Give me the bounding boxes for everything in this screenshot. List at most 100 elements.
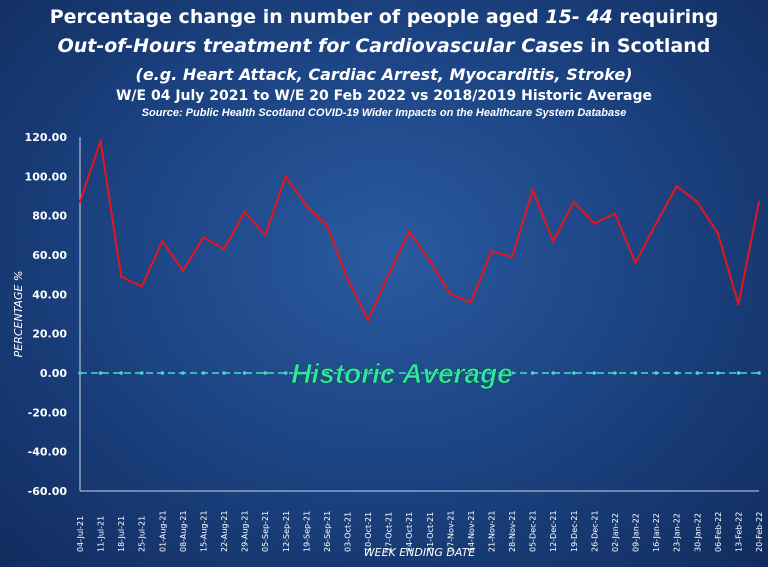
x-tick-label: 26-Sep-21 [323,511,332,552]
y-tick-label: -20.00 [28,406,68,419]
title-location: in Scotland [583,35,711,57]
x-tick-label: 23-Jan-22 [673,513,682,552]
historic-average-point [78,371,82,375]
x-tick-label: 01-Aug-21 [158,510,167,552]
historic-average-point [489,371,494,375]
x-tick-label: 19-Dec-21 [570,510,579,552]
y-axis-title: PERCENTAGE % [12,271,25,358]
historic-average-point [674,371,679,375]
percentage-change-point [325,224,329,227]
historic-average-point [716,371,720,375]
historic-average-point [530,371,535,375]
percentage-change-line [79,140,760,323]
percentage-change-point [716,232,720,235]
percentage-change-point [202,236,205,239]
historic-average-point [345,371,350,375]
percentage-change-point [263,234,267,237]
percentage-change-point [346,277,349,280]
historic-average-point [98,371,103,375]
percentage-change-point [243,210,246,213]
x-tick-label: 12-Dec-21 [549,510,558,552]
y-tick-label: -40.00 [28,446,68,459]
y-tick-label: 80.00 [32,210,67,223]
x-tick-label: 26-Dec-21 [590,510,599,552]
x-tick-label: 30-Jan-22 [693,513,702,552]
x-tick-label: 16-Jan-22 [652,513,661,552]
historic-average-point [119,371,123,375]
historic-average-point [160,371,165,375]
percentage-change-point [696,200,699,204]
x-tick-label: 07-Nov-21 [446,510,455,552]
chart-title-line1: Percentage change in number of people ag… [0,6,768,28]
x-tick-label: 21-Nov-21 [488,510,497,552]
title-age-range: 15- 44 [545,6,613,28]
percentage-change-point [161,240,164,243]
percentage-change-point [490,249,493,253]
historic-average-point [654,371,658,375]
y-tick-label: 40.00 [32,288,67,301]
historic-average-point [366,371,370,375]
historic-average-point [201,371,206,375]
historic-average-point [695,371,700,375]
percentage-change-point [449,293,452,296]
historic-average-point [572,371,576,375]
x-tick-label: 29-Aug-21 [241,510,250,552]
percentage-change-point [634,261,637,265]
percentage-change-point [408,230,411,233]
historic-average-point [757,371,761,375]
title-line1-end: requiring [612,6,719,28]
x-tick-label: 18-Jul-21 [117,516,126,552]
percentage-change-point [99,139,102,143]
x-tick-label: 15-Aug-21 [199,510,208,552]
x-tick-label: 25-Jul-21 [138,516,147,552]
percentage-change-point [552,240,555,243]
percentage-change-point [593,222,596,225]
title-condition: Out-of-Hours treatment for Cardiovascula… [57,35,584,57]
historic-average-point [448,371,453,375]
percentage-change-point [737,302,740,306]
percentage-change-point [305,204,308,208]
historic-average-point [283,371,288,375]
x-tick-label: 31-Oct-21 [426,512,435,552]
historic-average-point [736,371,741,375]
historic-average-point [510,371,514,375]
x-tick-label: 09-Jan-22 [632,513,641,552]
historic-average-point [407,371,412,375]
historic-average-point [427,371,432,375]
percentage-change-point [140,285,143,288]
percentage-change-point [78,200,82,204]
historic-average-point [242,371,247,375]
percentage-change-point [531,188,534,192]
percentage-change-point [613,212,617,215]
chart-source: Source: Public Health Scotland COVID-19 … [141,107,627,119]
x-tick-label: 14-Nov-21 [467,510,476,552]
title-line1-text: Percentage change in number of people ag… [49,6,546,28]
percentage-change-point [119,275,123,278]
percentage-change-point [757,200,761,204]
percentage-change-point [222,247,226,251]
x-tick-label: 17-Oct-21 [385,512,394,552]
x-tick-label: 05-Dec-21 [529,510,538,552]
percentage-change-point [510,255,514,259]
historic-average-point [551,371,556,375]
y-tick-label: 0.00 [40,367,67,380]
x-tick-label: 04-Jul-21 [76,516,85,552]
x-tick-label: 20-Feb-22 [755,512,764,552]
y-tick-label: 120.00 [25,131,68,144]
x-tick-label: 03-Oct-21 [343,512,352,552]
y-tick-label: 20.00 [32,328,67,341]
historic-average-point [181,371,185,375]
historic-average-point [633,371,638,375]
historic-average-point [325,371,329,375]
percentage-change-point [469,301,473,304]
x-tick-label: 22-Aug-21 [220,510,229,552]
x-tick-label: 12-Sep-21 [282,511,291,552]
x-tick-label: 28-Nov-21 [508,510,517,552]
historic-average-label: Historic Average [291,358,513,389]
x-tick-label: 02-Jan-22 [611,513,620,552]
chart-subtitle-period: W/E 04 July 2021 to W/E 20 Feb 2022 vs 2… [115,88,653,104]
historic-average-point [304,371,309,375]
x-tick-label: 06-Feb-22 [714,512,723,552]
percentage-change-point [387,273,390,276]
